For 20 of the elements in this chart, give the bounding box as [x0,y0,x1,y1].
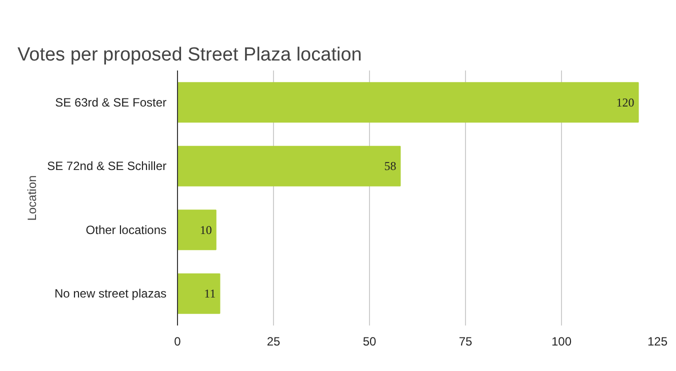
data-label: 11 [204,286,216,301]
y-axis-title: Location [25,175,40,221]
x-tick-label: 25 [266,334,280,348]
bar [178,210,216,250]
y-tick-label: SE 63rd & SE Foster [55,95,167,110]
x-tick-label: 125 [647,334,668,348]
chart-title: Votes per proposed Street Plaza location [18,44,362,66]
x-tick-label: 50 [362,334,376,348]
y-tick-label: No new street plazas [54,286,167,301]
x-tick-label: 0 [174,334,182,348]
data-label: 10 [200,222,212,237]
y-tick-label: SE 72nd & SE Schiller [47,159,167,174]
y-tick-label: Other locations [86,222,167,237]
bar [178,82,639,123]
x-tick-label: 100 [551,334,572,348]
bar [178,273,220,314]
bar [178,146,401,186]
data-label: 58 [384,159,396,174]
x-tick-label: 75 [458,334,472,348]
data-label: 120 [616,95,634,110]
